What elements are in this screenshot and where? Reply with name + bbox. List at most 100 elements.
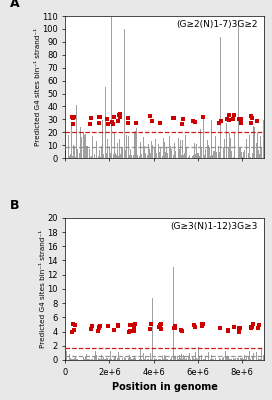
Bar — [184, 153, 185, 158]
Point — [125, 120, 130, 126]
Bar — [91, 359, 92, 360]
Bar — [263, 355, 264, 360]
Bar — [241, 358, 242, 360]
Bar — [243, 357, 244, 360]
Point — [131, 326, 136, 332]
Bar — [155, 139, 156, 158]
Bar — [246, 357, 247, 360]
Bar — [211, 120, 212, 158]
Point — [70, 329, 74, 335]
Bar — [192, 356, 193, 360]
Point — [217, 120, 221, 126]
Bar — [245, 359, 246, 360]
Bar — [203, 359, 204, 360]
Bar — [235, 358, 236, 360]
Bar — [101, 355, 102, 360]
Text: (G≥2(N)1-7)3G≥2: (G≥2(N)1-7)3G≥2 — [176, 20, 258, 29]
Point — [227, 112, 231, 119]
Bar — [85, 134, 86, 158]
Bar — [78, 150, 79, 158]
Bar — [107, 358, 108, 360]
Point — [201, 321, 205, 327]
Bar — [85, 357, 86, 360]
Bar — [261, 349, 262, 360]
Bar — [96, 141, 97, 158]
Bar — [131, 155, 132, 158]
Bar — [72, 359, 73, 360]
Point — [255, 117, 259, 124]
Bar — [67, 358, 68, 360]
Bar — [133, 155, 134, 158]
Bar — [252, 153, 253, 158]
Point — [225, 116, 229, 122]
Point — [237, 325, 241, 331]
Bar — [93, 152, 94, 158]
Point — [159, 320, 163, 327]
Bar — [69, 354, 70, 360]
Bar — [101, 146, 102, 158]
Point — [227, 116, 231, 123]
Point — [88, 120, 92, 127]
Point — [126, 114, 130, 121]
Bar — [144, 146, 145, 158]
Bar — [158, 359, 159, 360]
Point — [88, 121, 92, 128]
Bar — [211, 355, 212, 360]
Bar — [192, 156, 193, 158]
Bar — [250, 157, 251, 158]
Point — [231, 324, 236, 330]
Point — [180, 328, 185, 335]
Bar — [104, 134, 105, 158]
Point — [172, 115, 176, 121]
Bar — [147, 156, 148, 158]
Bar — [193, 358, 194, 360]
Bar — [212, 359, 213, 360]
Bar — [129, 155, 130, 158]
Bar — [142, 358, 143, 360]
Bar — [159, 359, 160, 360]
Bar — [226, 357, 227, 360]
Point — [89, 114, 94, 121]
Bar — [71, 142, 72, 158]
Bar — [161, 152, 162, 158]
Point — [112, 327, 116, 333]
Point — [232, 112, 237, 118]
Point — [132, 328, 136, 334]
Point — [72, 322, 77, 328]
Bar — [165, 152, 166, 158]
Point — [70, 114, 74, 120]
Bar — [74, 358, 75, 360]
Bar — [99, 359, 100, 360]
Point — [201, 114, 205, 120]
Bar — [204, 154, 205, 158]
Bar — [213, 152, 214, 158]
Bar — [215, 136, 216, 158]
Bar — [187, 142, 188, 158]
Bar — [243, 148, 244, 158]
Bar — [113, 154, 114, 158]
Bar — [162, 357, 163, 360]
Bar — [196, 358, 197, 360]
Bar — [130, 149, 131, 158]
Point — [159, 326, 163, 332]
Bar — [93, 358, 94, 360]
Bar — [98, 156, 99, 158]
Bar — [210, 150, 211, 158]
Point — [249, 113, 253, 119]
Point — [172, 325, 176, 331]
Bar — [75, 356, 76, 360]
Bar — [148, 359, 149, 360]
Point — [117, 112, 122, 118]
Bar — [170, 146, 171, 158]
Bar — [176, 149, 177, 158]
Bar — [165, 357, 166, 360]
Bar — [233, 157, 234, 158]
Bar — [150, 354, 151, 360]
Bar — [130, 357, 131, 360]
Bar — [158, 144, 159, 158]
Bar — [164, 355, 165, 360]
Bar — [188, 357, 189, 360]
Bar — [263, 120, 264, 158]
Bar — [191, 154, 192, 158]
Point — [249, 325, 254, 332]
